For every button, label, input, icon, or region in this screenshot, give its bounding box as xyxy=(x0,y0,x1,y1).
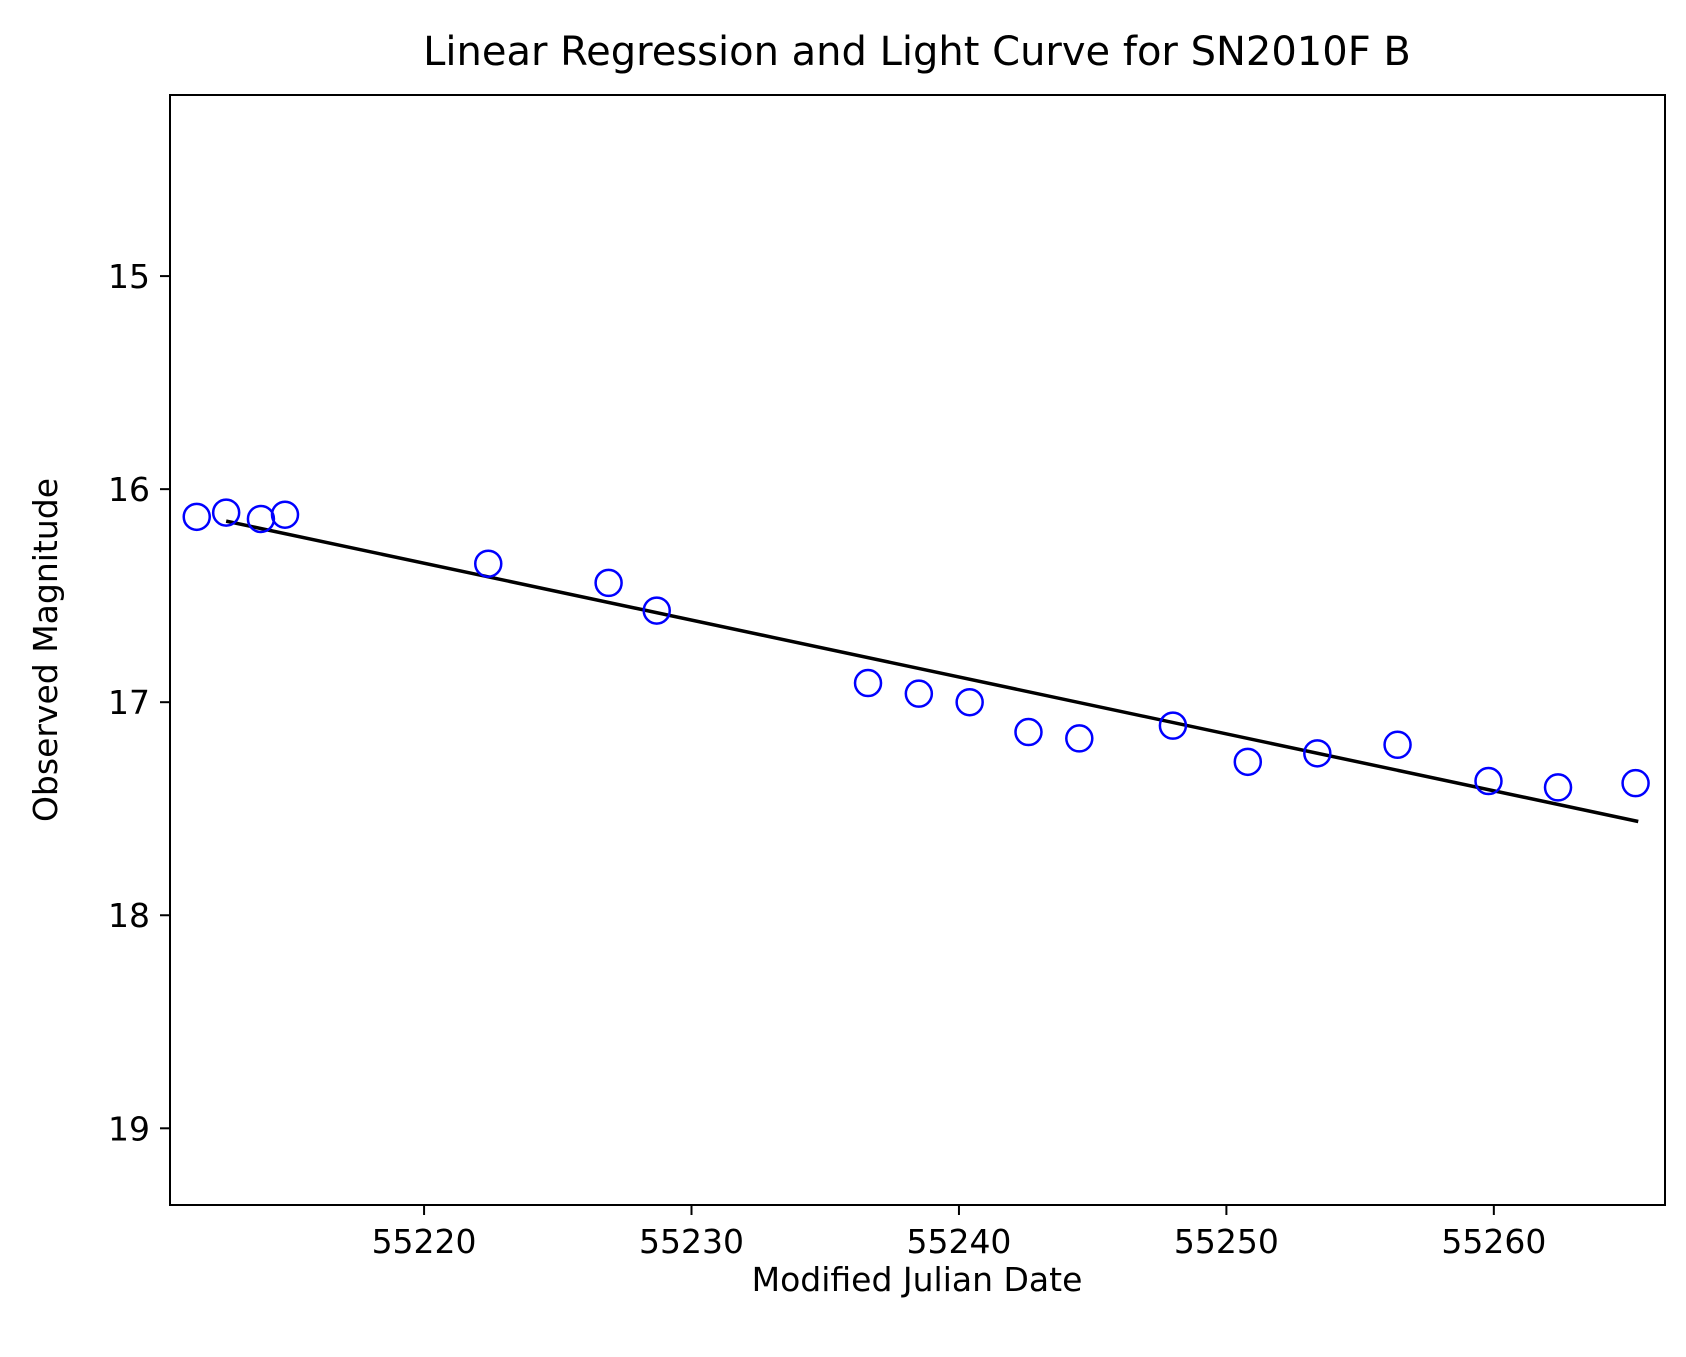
chart-title: Linear Regression and Light Curve for SN… xyxy=(423,29,1411,75)
data-point xyxy=(1303,739,1332,768)
data-point xyxy=(1474,766,1503,796)
data-point xyxy=(1158,711,1188,740)
x-tick-label: 55260 xyxy=(1441,1222,1546,1261)
x-tick-label: 55230 xyxy=(639,1222,744,1261)
regression-line xyxy=(225,519,1639,824)
data-point xyxy=(1543,773,1573,802)
data-point xyxy=(955,687,984,717)
data-point xyxy=(1383,730,1412,760)
data-point xyxy=(211,498,241,527)
data-point xyxy=(853,668,883,698)
data-point xyxy=(642,596,671,625)
y-axis-ticks: 15 16 17 18 19 xyxy=(108,257,170,1148)
y-axis-label: Observed Magnitude xyxy=(26,478,65,822)
y-tick-label: 16 xyxy=(108,470,150,509)
data-point xyxy=(1621,768,1650,798)
data-point xyxy=(904,679,934,708)
x-tick-label: 55250 xyxy=(1174,1222,1279,1261)
y-tick-label: 18 xyxy=(108,896,150,935)
data-point xyxy=(270,500,300,529)
y-tick-label: 17 xyxy=(108,683,150,722)
y-tick-label: 15 xyxy=(108,257,150,296)
data-point xyxy=(1014,717,1043,747)
data-point xyxy=(594,568,623,598)
y-tick-label: 19 xyxy=(108,1109,150,1148)
data-point xyxy=(1065,724,1094,753)
axes-frame xyxy=(169,94,1666,1206)
x-tick-label: 55240 xyxy=(906,1222,1011,1261)
x-tick-label: 55220 xyxy=(372,1222,477,1261)
data-point xyxy=(182,502,211,532)
data-point xyxy=(1233,747,1263,777)
x-axis-ticks: 55220 55230 55240 55250 55260 xyxy=(372,1205,1546,1261)
plot-area xyxy=(182,498,1650,824)
x-axis-label: Modified Julian Date xyxy=(752,1260,1083,1299)
data-point xyxy=(474,549,503,578)
